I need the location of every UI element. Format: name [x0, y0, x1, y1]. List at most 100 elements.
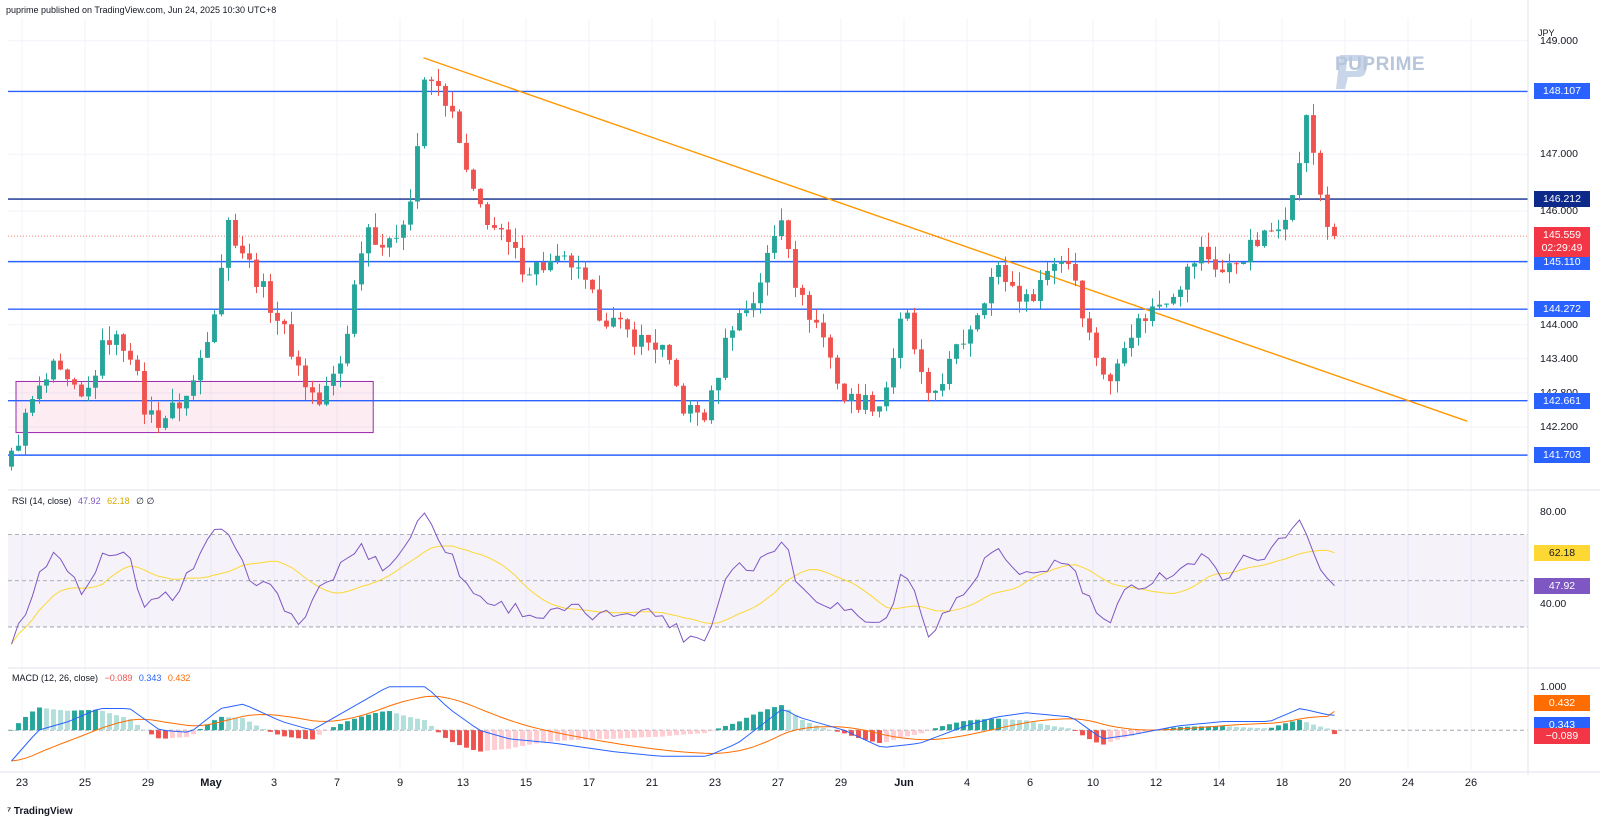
macd-histogram-bar [779, 705, 784, 731]
macd-histogram-bar [982, 719, 987, 731]
candle-body [1073, 264, 1078, 281]
candle-body [632, 329, 637, 347]
macd-histogram-bar [282, 730, 287, 737]
candle-body [156, 410, 161, 428]
macd-histogram-bar [891, 730, 896, 740]
rsi-legend: RSI (14, close) 47.92 62.18 ∅ ∅ [12, 496, 158, 507]
candle-body [688, 405, 693, 414]
candle-body [926, 371, 931, 393]
macd-histogram-bar [1234, 726, 1239, 731]
macd-histogram-bar [1262, 728, 1267, 731]
macd-histogram-bar [681, 730, 686, 735]
macd-histogram-bar [303, 730, 308, 740]
macd-histogram-bar [1213, 726, 1218, 731]
candle-body [968, 329, 973, 344]
macd-histogram-bar [856, 730, 861, 738]
macd-histogram-bar [583, 730, 588, 740]
candle-body [324, 385, 329, 405]
time-tick-label: 17 [582, 777, 596, 789]
tradingview-logo: ⁷ TradingView [7, 806, 73, 817]
price-tick-label: 144.000 [1540, 318, 1578, 331]
macd-histogram-bar [1066, 728, 1071, 731]
rsi-value-tag: 47.92 [1534, 577, 1590, 594]
candle-body [457, 111, 462, 143]
candle-body [261, 281, 266, 287]
candle-body [429, 79, 434, 82]
macd-histogram-bar [933, 728, 938, 731]
candle-body [751, 303, 756, 311]
time-tick-label: May [200, 777, 222, 789]
macd-histogram-bar [436, 730, 441, 733]
macd-histogram-bar [219, 716, 224, 731]
candle-body [1269, 230, 1274, 232]
candle-body [758, 282, 763, 304]
macd-histogram-bar [1101, 730, 1106, 745]
macd-histogram-bar [317, 730, 322, 735]
candle-body [856, 393, 861, 410]
candle-body [954, 344, 959, 359]
macd-histogram-bar [51, 709, 56, 731]
macd-histogram-bar [1122, 730, 1127, 738]
macd-legend: MACD (12, 26, close) −0.089 0.343 0.432 [12, 673, 194, 683]
macd-histogram-bar [380, 711, 385, 731]
macd-histogram-bar [660, 730, 665, 737]
candle-body [646, 334, 651, 343]
macd-histogram-bar [1206, 726, 1211, 731]
macd-histogram-bar [744, 717, 749, 731]
macd-histogram-bar [884, 730, 889, 742]
candle-body [912, 312, 917, 350]
macd-histogram-bar [408, 717, 413, 731]
candle-body [177, 402, 182, 409]
macd-histogram-bar [471, 730, 476, 751]
macd-histogram-bar [485, 730, 490, 751]
macd-histogram-bar [226, 717, 231, 731]
macd-histogram-bar [72, 710, 77, 731]
macd-histogram-bar [240, 718, 245, 731]
candle-body [814, 319, 819, 323]
rsi-line [11, 512, 1335, 645]
macd-histogram-bar [1080, 730, 1085, 736]
candle-body [1171, 296, 1176, 304]
price-tick-label: 147.000 [1540, 148, 1578, 161]
macd-legend-hist-value: −0.089 [104, 673, 133, 683]
macd-histogram-bar [632, 730, 637, 738]
macd-histogram-bar [163, 730, 168, 739]
macd-histogram-bar [79, 710, 84, 731]
candle-body [1192, 263, 1197, 267]
rsi-legend-extra: ∅ ∅ [136, 496, 155, 506]
macd-histogram-bar [93, 709, 98, 731]
macd-histogram-bar [954, 722, 959, 731]
time-tick-label: 25 [78, 777, 92, 789]
macd-histogram-bar [751, 714, 756, 731]
candle-body [149, 410, 154, 415]
candle-body [576, 267, 581, 269]
candle-body [37, 385, 42, 400]
candle-body [506, 229, 511, 242]
time-tick-label: 12 [1149, 777, 1163, 789]
candle-body [1129, 337, 1134, 349]
macd-histogram-bar [667, 730, 672, 736]
macd-histogram-bar [1136, 730, 1141, 735]
candle-body [534, 262, 539, 275]
macd-histogram-bar [716, 728, 721, 731]
puprime-logo-icon [1336, 55, 1369, 89]
last-price-tag: 145.559 02:29:49 [1534, 227, 1590, 258]
macd-histogram-bar [415, 718, 420, 731]
candle-body [170, 402, 175, 419]
candle-body [1227, 263, 1232, 273]
macd-histogram-bar [765, 709, 770, 731]
candle-body [730, 330, 735, 338]
macd-histogram-bar [1304, 722, 1309, 731]
macd-histogram-bar [1087, 730, 1092, 740]
macd-histogram-bar [527, 730, 532, 745]
macd-histogram-bar [1143, 730, 1148, 733]
candle-body [212, 314, 217, 343]
macd-histogram-bar [758, 711, 763, 731]
candle-body [1038, 279, 1043, 302]
time-tick-label: 14 [1212, 777, 1226, 789]
candle-body [884, 387, 889, 407]
candle-body [450, 105, 455, 112]
macd-histogram-bar [499, 730, 504, 750]
macd-histogram-bar [772, 707, 777, 731]
